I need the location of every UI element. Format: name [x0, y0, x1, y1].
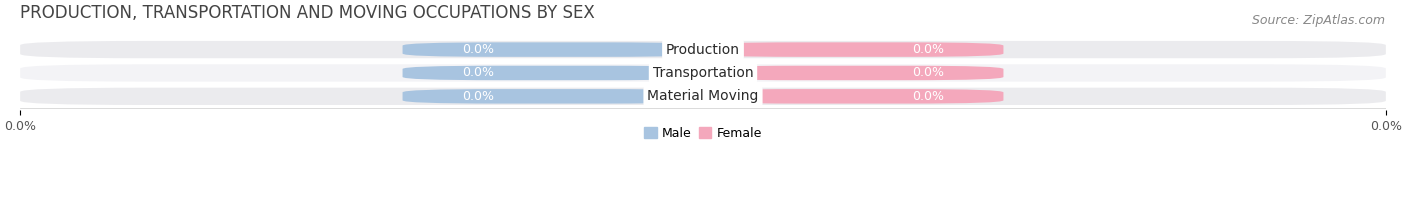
Text: 0.0%: 0.0% — [461, 43, 494, 56]
FancyBboxPatch shape — [20, 64, 1386, 82]
Text: Source: ZipAtlas.com: Source: ZipAtlas.com — [1251, 14, 1385, 27]
FancyBboxPatch shape — [20, 88, 1386, 105]
Legend: Male, Female: Male, Female — [640, 122, 766, 145]
Text: Material Moving: Material Moving — [647, 89, 759, 103]
Text: Transportation: Transportation — [652, 66, 754, 80]
Text: 0.0%: 0.0% — [912, 90, 945, 103]
FancyBboxPatch shape — [703, 42, 1004, 57]
FancyBboxPatch shape — [703, 66, 1004, 80]
FancyBboxPatch shape — [703, 89, 1004, 104]
FancyBboxPatch shape — [402, 42, 703, 57]
Text: 0.0%: 0.0% — [461, 90, 494, 103]
FancyBboxPatch shape — [402, 89, 703, 104]
FancyBboxPatch shape — [402, 66, 703, 80]
Text: PRODUCTION, TRANSPORTATION AND MOVING OCCUPATIONS BY SEX: PRODUCTION, TRANSPORTATION AND MOVING OC… — [20, 4, 595, 22]
Text: Production: Production — [666, 43, 740, 57]
Text: 0.0%: 0.0% — [912, 43, 945, 56]
Text: 0.0%: 0.0% — [461, 66, 494, 79]
FancyBboxPatch shape — [20, 41, 1386, 58]
Text: 0.0%: 0.0% — [912, 66, 945, 79]
